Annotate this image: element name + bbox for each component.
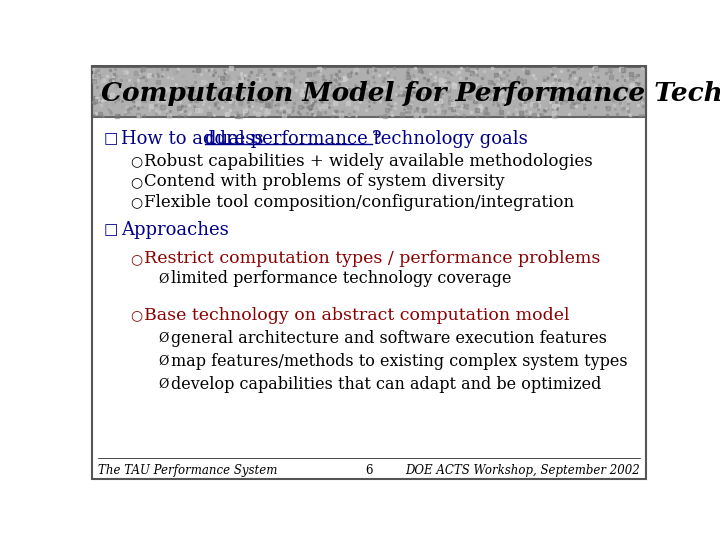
Text: Computation Model for Performance Technology: Computation Model for Performance Techno…	[101, 81, 720, 106]
Text: Robust capabilities + widely available methodologies: Robust capabilities + widely available m…	[144, 152, 593, 170]
Text: □: □	[104, 132, 118, 146]
Text: general architecture and software execution features: general architecture and software execut…	[171, 329, 608, 347]
Text: limited performance technology coverage: limited performance technology coverage	[171, 271, 512, 287]
Text: Ø: Ø	[158, 378, 168, 391]
Text: Flexible tool composition/configuration/integration: Flexible tool composition/configuration/…	[144, 194, 575, 211]
Text: ○: ○	[130, 252, 143, 266]
Text: Ø: Ø	[158, 355, 168, 368]
Text: ○: ○	[130, 308, 143, 322]
Text: ?: ?	[372, 130, 382, 148]
Text: □: □	[104, 224, 118, 238]
Bar	[92, 67, 646, 117]
Text: dual performance technology goals: dual performance technology goals	[204, 130, 528, 148]
Text: How to address: How to address	[121, 130, 269, 148]
Text: ○: ○	[130, 195, 143, 210]
Text: develop capabilities that can adapt and be optimized: develop capabilities that can adapt and …	[171, 376, 602, 393]
Text: Restrict computation types / performance problems: Restrict computation types / performance…	[144, 251, 600, 267]
Text: Base technology on abstract computation model: Base technology on abstract computation …	[144, 307, 570, 323]
Text: ○: ○	[130, 154, 143, 168]
Text: ○: ○	[130, 175, 143, 189]
Text: 6: 6	[365, 464, 373, 477]
Text: Approaches: Approaches	[121, 221, 229, 239]
Text: DOE ACTS Workshop, September 2002: DOE ACTS Workshop, September 2002	[405, 464, 640, 477]
Text: The TAU Performance System: The TAU Performance System	[98, 464, 277, 477]
Text: Contend with problems of system diversity: Contend with problems of system diversit…	[144, 173, 505, 190]
Text: Ø: Ø	[158, 272, 168, 285]
Text: map features/methods to existing complex system types: map features/methods to existing complex…	[171, 353, 628, 370]
Text: Ø: Ø	[158, 332, 168, 345]
